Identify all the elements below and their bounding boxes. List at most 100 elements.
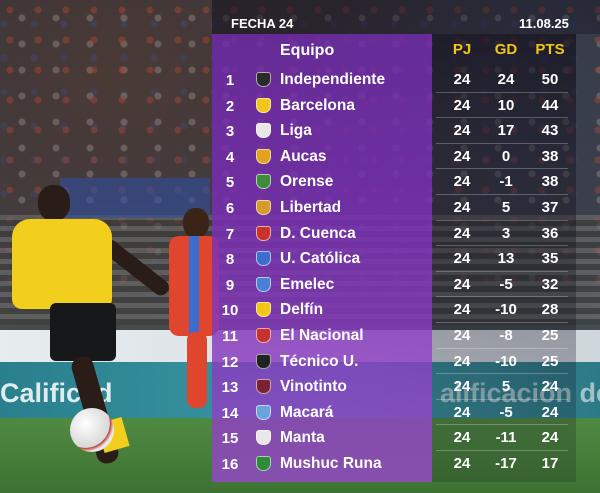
team-crest-icon: [256, 72, 271, 87]
team-crest-icon: [256, 97, 271, 113]
goal-difference-cell: -10: [495, 301, 517, 319]
position-cell: 14: [221, 404, 239, 422]
points-cell: 24: [541, 378, 559, 396]
played-cell: 24: [453, 301, 471, 319]
played-cell: 24: [453, 122, 471, 140]
team-name-cell: Macará: [280, 403, 334, 421]
team-name-cell: Manta: [280, 429, 325, 447]
position-cell: 5: [225, 174, 235, 192]
position-cell: 4: [225, 148, 235, 166]
played-cell: 24: [453, 403, 471, 421]
goal-difference-cell: -17: [495, 454, 517, 472]
table-row: 6 Libertad 24 5 37: [212, 195, 576, 221]
position-cell: 12: [221, 353, 239, 371]
points-cell: 37: [541, 198, 559, 216]
played-cell: 24: [453, 378, 471, 396]
goal-difference-cell: 3: [501, 224, 511, 242]
points-cell: 36: [541, 224, 559, 242]
column-header-team: Equipo: [280, 42, 335, 59]
points-cell: 44: [541, 96, 559, 114]
table-row: 8 U. Católica 24 13 35: [212, 246, 576, 272]
player-shorts: [50, 303, 116, 361]
team-name-cell: U. Católica: [280, 250, 361, 268]
goal-difference-cell: -11: [495, 429, 517, 447]
team-name-cell: Barcelona: [280, 96, 355, 114]
player-striker: [0, 185, 190, 493]
goal-difference-cell: -8: [499, 326, 513, 344]
team-crest-icon: [256, 199, 271, 215]
points-cell: 24: [541, 403, 559, 421]
points-cell: 35: [541, 250, 559, 268]
round-label: FECHA 24: [231, 16, 294, 31]
player-head: [183, 208, 209, 238]
team-crest-icon: [256, 455, 271, 471]
table-row: 15 Manta 24 -11 24: [212, 425, 576, 451]
position-cell: 13: [221, 379, 239, 397]
column-header-gd: GD: [494, 41, 518, 58]
team-name-cell: Libertad: [280, 198, 342, 216]
points-cell: 32: [541, 275, 559, 293]
table-row: 5 Orense 24 -1 38: [212, 169, 576, 195]
player-shirt: [12, 219, 112, 309]
team-name-cell: D. Cuenca: [280, 224, 356, 242]
position-cell: 8: [225, 251, 235, 269]
team-crest-icon: [256, 225, 271, 241]
position-cell: 7: [225, 225, 235, 243]
football: [70, 408, 114, 452]
player-head: [38, 185, 70, 221]
team-crest-icon: [256, 379, 271, 395]
table-row: 11 El Nacional 24 -8 25: [212, 323, 576, 349]
played-cell: 24: [453, 454, 471, 472]
team-name-cell: Mushuc Runa: [280, 454, 382, 472]
team-crest-icon: [256, 430, 271, 446]
table-row: 13 Vinotinto 24 5 24: [212, 374, 576, 400]
standings-stats-panel: [432, 34, 576, 482]
team-crest-icon: [256, 148, 271, 164]
standings-header-row: Equipo PJ GD PTS: [212, 38, 576, 64]
team-name-cell: Vinotinto: [280, 378, 347, 396]
table-row: 7 D. Cuenca 24 3 36: [212, 221, 576, 247]
played-cell: 24: [453, 147, 471, 165]
team-name-cell: Técnico U.: [280, 352, 359, 370]
played-cell: 24: [453, 250, 471, 268]
played-cell: 24: [453, 173, 471, 191]
column-header-pts: PTS: [535, 41, 565, 58]
points-cell: 50: [541, 71, 559, 88]
team-name-cell: Independiente: [280, 71, 386, 88]
standings-team-panel: [212, 34, 432, 482]
team-name-cell: Delfín: [280, 301, 324, 319]
points-cell: 25: [541, 326, 559, 344]
position-cell: 15: [221, 430, 239, 448]
points-cell: 38: [541, 173, 559, 191]
table-row: 3 Liga 24 17 43: [212, 118, 576, 144]
team-name-cell: Orense: [280, 173, 334, 191]
played-cell: 24: [453, 224, 471, 242]
goal-difference-cell: 24: [497, 71, 515, 88]
table-row: 1 Independiente 24 24 50: [212, 67, 576, 93]
player-shirt: [169, 236, 219, 336]
goal-difference-cell: 10: [497, 96, 515, 114]
points-cell: 17: [541, 454, 559, 472]
played-cell: 24: [453, 96, 471, 114]
team-crest-icon: [256, 276, 271, 292]
team-crest-icon: [256, 404, 271, 420]
standings-table: 1 Independiente 24 24 50 2 Barcelona 24 10 44 3 Lig…: [212, 67, 576, 477]
date-label: 11.08.25: [519, 16, 569, 31]
goal-difference-cell: 17: [497, 122, 515, 140]
played-cell: 24: [453, 275, 471, 293]
position-cell: 3: [225, 123, 235, 141]
goal-difference-cell: -1: [499, 173, 513, 191]
position-cell: 11: [222, 327, 238, 345]
team-crest-icon: [256, 302, 271, 318]
played-cell: 24: [453, 429, 471, 447]
standings-top-bar: [212, 0, 600, 34]
played-cell: 24: [453, 326, 471, 344]
points-cell: 28: [541, 301, 559, 319]
played-cell: 24: [453, 352, 471, 370]
goal-difference-cell: 13: [497, 250, 515, 268]
table-row: 10 Delfín 24 -10 28: [212, 297, 576, 323]
played-cell: 24: [453, 198, 471, 216]
team-crest-icon: [256, 251, 271, 267]
team-crest-icon: [256, 327, 271, 343]
player-legs: [187, 332, 207, 408]
